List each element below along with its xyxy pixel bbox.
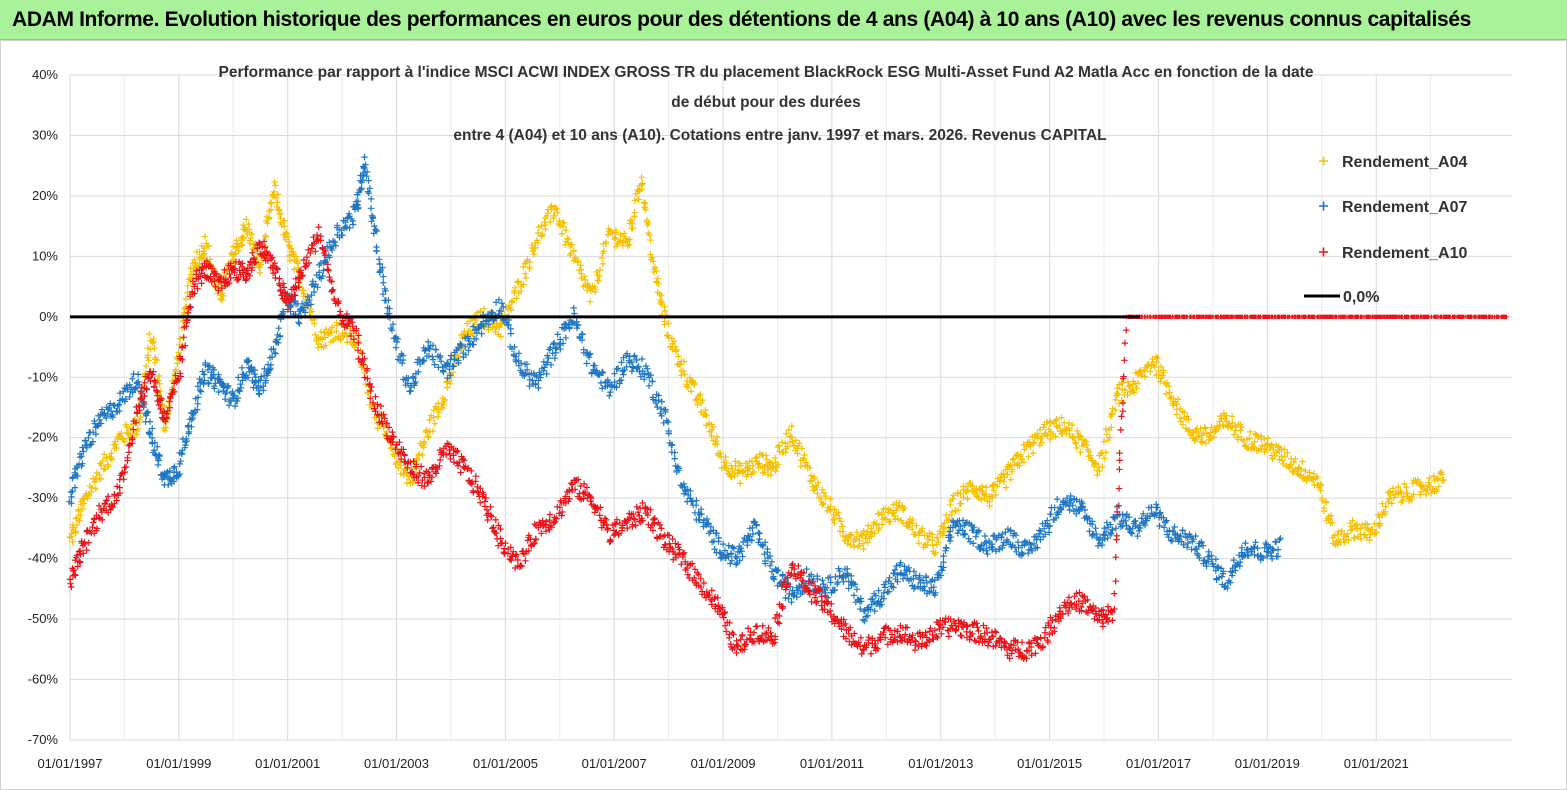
y-tick-label: 40% [32, 67, 58, 82]
x-tick-label: 01/01/2003 [364, 756, 429, 771]
x-tick-label: 01/01/2021 [1344, 756, 1409, 771]
y-tick-label: -30% [28, 490, 59, 505]
series-markers [66, 174, 1447, 558]
legend-label-a07: Rendement_A07 [1342, 199, 1467, 216]
chart-title: Performance par rapport à l'indice MSCI … [219, 64, 1314, 144]
x-tick-label: 01/01/2015 [1017, 756, 1082, 771]
y-tick-label: 0% [39, 309, 58, 324]
chart-title-line-3: entre 4 (A04) et 10 ans (A10). Cotations… [453, 127, 1106, 144]
x-tick-label: 01/01/2017 [1126, 756, 1191, 771]
chart-background [0, 40, 1567, 790]
x-tick-label: 01/01/2005 [473, 756, 538, 771]
y-tick-label: -50% [28, 611, 59, 626]
legend-marker-a04 [1319, 156, 1328, 166]
legend-label-zero: 0,0% [1343, 289, 1379, 306]
x-tick-label: 01/01/2013 [908, 756, 973, 771]
x-tick-label: 01/01/2009 [691, 756, 756, 771]
x-tick-label: 01/01/2019 [1235, 756, 1300, 771]
series-rendement_a04 [66, 174, 1447, 558]
y-tick-label: 30% [32, 127, 58, 142]
y-tick-label: -20% [28, 430, 59, 445]
y-tick-label: -70% [28, 732, 59, 747]
series-markers [66, 153, 1284, 625]
legend-item-a07: Rendement_A07 [1319, 199, 1467, 216]
legend-label-a10: Rendement_A10 [1342, 245, 1467, 262]
x-tick-label: 01/01/2001 [255, 756, 320, 771]
legend-marker-a07 [1319, 201, 1328, 211]
series-rendement_a10 [66, 223, 1509, 662]
series-markers [66, 223, 1509, 662]
legend-label-a04: Rendement_A04 [1342, 154, 1467, 171]
x-tick-label: 01/01/2007 [582, 756, 647, 771]
chart-title-line-1: Performance par rapport à l'indice MSCI … [219, 64, 1314, 81]
y-axis-ticks: 40% 30% 20% 10% 0% -10% -20% -30% -40% -50% -60% -7… [28, 67, 59, 747]
legend-item-a10: Rendement_A10 [1319, 245, 1467, 262]
x-axis-ticks: 01/01/1997 01/01/1999 01/01/2001 01/01/2003… [37, 756, 1408, 771]
performance-chart: 40% 30% 20% 10% 0% -10% -20% -30% -40% -50% -60% -7… [0, 40, 1567, 790]
banner-title: ADAM Informe. Evolution historique des p… [12, 7, 1472, 31]
x-tick-label: 01/01/2011 [800, 756, 864, 771]
chart-legend: Rendement_A04 Rendement_A07 Rendement_A1… [1304, 154, 1467, 306]
legend-item-zero: 0,0% [1304, 289, 1379, 306]
y-tick-label: 20% [32, 188, 58, 203]
report-banner: ADAM Informe. Evolution historique des p… [0, 0, 1567, 40]
y-tick-label: 10% [32, 248, 58, 263]
x-tick-label: 01/01/1999 [146, 756, 211, 771]
y-tick-label: -10% [28, 369, 59, 384]
series-layer [66, 153, 1509, 662]
chart-title-line-2: de début pour des durées [671, 94, 860, 111]
legend-item-a04: Rendement_A04 [1319, 154, 1467, 171]
legend-marker-a10 [1319, 247, 1328, 257]
series-rendement_a07 [66, 153, 1284, 625]
x-tick-label: 01/01/1997 [37, 756, 102, 771]
y-tick-label: -40% [28, 551, 59, 566]
y-tick-label: -60% [28, 672, 59, 687]
